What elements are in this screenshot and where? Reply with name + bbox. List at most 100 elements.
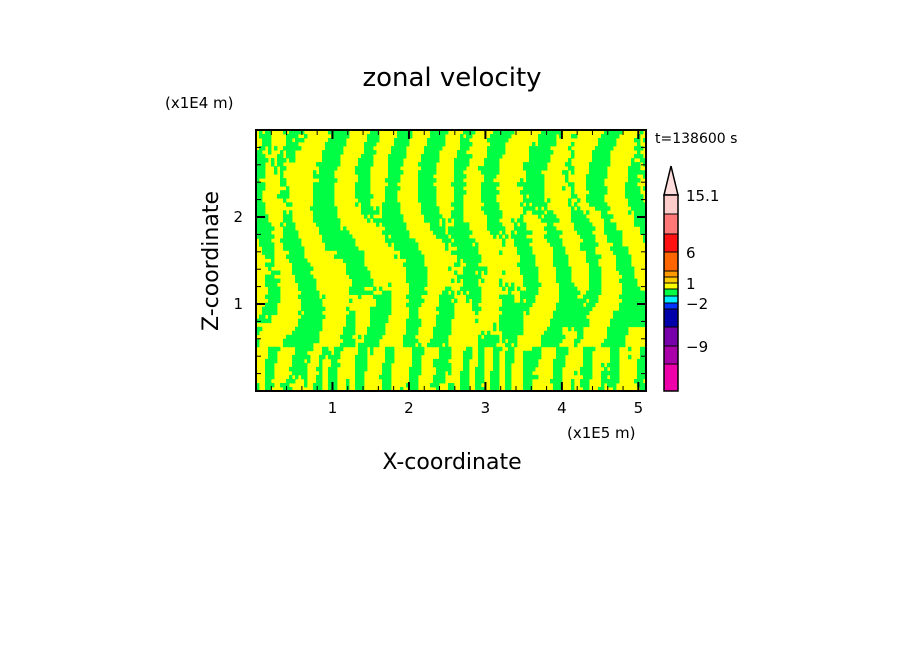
heatmap-cell <box>424 178 428 183</box>
heatmap-cell <box>295 326 299 332</box>
heatmap-cell <box>355 358 359 364</box>
heatmap-cell <box>622 282 626 287</box>
heatmap-cell <box>364 170 368 175</box>
heatmap-cell <box>586 218 590 223</box>
heatmap-cell <box>580 334 584 340</box>
heatmap-cell <box>391 210 395 215</box>
heatmap-cell <box>631 290 635 295</box>
heatmap-cell <box>289 338 293 344</box>
heatmap-cell <box>307 354 311 360</box>
heatmap-cell <box>358 274 362 279</box>
heatmap-cell <box>535 174 539 179</box>
heatmap-cell <box>418 274 422 279</box>
heatmap-cell <box>451 383 455 388</box>
heatmap-cell <box>538 190 542 195</box>
heatmap-cell <box>472 282 476 287</box>
heatmap-field <box>256 130 647 392</box>
heatmap-cell <box>619 258 623 263</box>
heatmap-cell <box>268 383 272 388</box>
heatmap-cell <box>616 310 620 316</box>
heatmap-cell <box>547 338 551 344</box>
heatmap-cell <box>583 234 587 239</box>
heatmap-cell <box>451 182 455 187</box>
heatmap-cell <box>430 166 434 171</box>
heatmap-cell <box>259 130 263 135</box>
heatmap-cell <box>472 286 476 291</box>
heatmap-cell <box>508 366 512 372</box>
heatmap-cell <box>565 262 569 267</box>
heatmap-cell <box>562 270 566 275</box>
heatmap-cell <box>262 234 266 239</box>
heatmap-cell <box>616 246 620 251</box>
heatmap-cell <box>466 354 470 360</box>
heatmap-cell <box>304 338 308 344</box>
heatmap-cell <box>454 194 458 199</box>
heatmap-cell <box>418 346 422 352</box>
heatmap-cell <box>289 218 293 223</box>
heatmap-cell <box>328 194 332 199</box>
heatmap-cell <box>493 134 497 139</box>
heatmap-cell <box>559 350 563 356</box>
heatmap-cell <box>358 254 362 259</box>
heatmap-cell <box>583 354 587 360</box>
heatmap-cell <box>574 222 578 227</box>
heatmap-cell <box>346 270 350 275</box>
heatmap-cell <box>382 294 386 299</box>
heatmap-cell <box>370 206 374 211</box>
heatmap-cell <box>436 362 440 368</box>
heatmap-cell <box>394 142 398 147</box>
heatmap-cell <box>292 334 296 340</box>
heatmap-cell <box>256 383 260 388</box>
heatmap-cell <box>391 206 395 211</box>
heatmap-cell <box>358 158 362 163</box>
heatmap-cell <box>277 286 281 291</box>
heatmap-cell <box>511 314 515 320</box>
heatmap-cell <box>580 246 584 251</box>
heatmap-cell <box>397 146 401 151</box>
heatmap-cell <box>466 358 470 364</box>
heatmap-cell <box>526 310 530 316</box>
heatmap-cell <box>526 206 530 211</box>
heatmap-cell <box>304 379 308 384</box>
heatmap-cell <box>457 190 461 195</box>
heatmap-cell <box>379 314 383 320</box>
heatmap-cell <box>319 358 323 364</box>
heatmap-cell <box>496 202 500 207</box>
heatmap-cell <box>490 186 494 191</box>
heatmap-cell <box>484 190 488 195</box>
heatmap-cell <box>256 342 260 348</box>
heatmap-cell <box>589 234 593 239</box>
heatmap-cell <box>385 362 389 368</box>
heatmap-cell <box>358 162 362 167</box>
heatmap-cell <box>559 130 563 135</box>
heatmap-cell <box>319 206 323 211</box>
heatmap-cell <box>484 162 488 167</box>
heatmap-cell <box>349 246 353 251</box>
heatmap-cell <box>256 194 260 199</box>
heatmap-cell <box>352 270 356 275</box>
heatmap-cell <box>259 146 263 151</box>
heatmap-cell <box>346 342 350 348</box>
heatmap-cell <box>400 162 404 167</box>
heatmap-cell <box>604 146 608 151</box>
heatmap-cell <box>580 366 584 372</box>
heatmap-cell <box>325 346 329 352</box>
heatmap-cell <box>301 278 305 283</box>
heatmap-cell <box>307 306 311 312</box>
heatmap-cell <box>613 230 617 235</box>
heatmap-cell <box>397 222 401 227</box>
heatmap-cell <box>328 242 332 247</box>
heatmap-cell <box>349 334 353 340</box>
heatmap-cell <box>460 242 464 247</box>
heatmap-cell <box>487 222 491 227</box>
heatmap-cell <box>313 298 317 303</box>
heatmap-cell <box>442 234 446 239</box>
heatmap-cell <box>403 254 407 259</box>
heatmap-cell <box>325 210 329 215</box>
heatmap-cell <box>436 134 440 139</box>
x-tick-label: 2 <box>404 399 414 417</box>
heatmap-cell <box>421 270 425 275</box>
heatmap-cell <box>493 346 497 352</box>
heatmap-cell <box>568 290 572 295</box>
heatmap-cell <box>310 302 314 308</box>
